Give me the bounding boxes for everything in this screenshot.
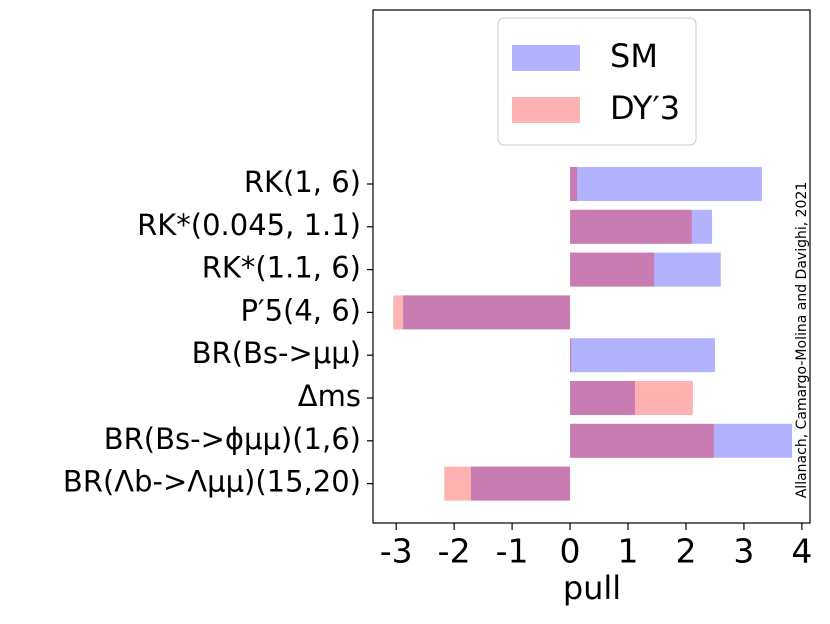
bar [570, 209, 692, 244]
watermark: Allanach, Camargo-Molina and Davighi, 20… [794, 182, 810, 499]
x-tick-label: 0 [560, 532, 581, 571]
bar [570, 167, 762, 201]
legend-label: DY′3 [610, 89, 680, 127]
x-tick-label: 1 [618, 532, 639, 571]
bar [570, 423, 714, 458]
legend-swatch [512, 97, 580, 123]
bar [570, 209, 713, 244]
bar [570, 252, 721, 287]
y-tick-label: BR(Bs->μμ) [192, 336, 361, 370]
y-tick-label: RK*(0.045, 1.1) [137, 208, 361, 242]
legend [497, 17, 697, 146]
x-tick-label: 2 [675, 532, 696, 571]
legend-swatch [512, 45, 580, 71]
y-tick-label: RK(1, 6) [244, 165, 361, 199]
bar [570, 252, 655, 287]
x-tick-label: -3 [380, 532, 413, 571]
bar [444, 466, 571, 501]
y-tick-label: RK*(1.1, 6) [202, 251, 361, 285]
plot-frame [372, 9, 811, 524]
bar [570, 338, 715, 373]
x-tick-label: 4 [791, 532, 812, 571]
y-tick-label: BR(Λb->Λμμ)(15,20) [63, 465, 361, 499]
y-tick-label: Δms [298, 379, 361, 413]
x-tick-label: -1 [496, 532, 529, 571]
bar [470, 466, 571, 501]
bar [403, 295, 571, 330]
x-tick-label: -2 [438, 532, 471, 571]
bar [570, 381, 693, 415]
x-tick-label: 3 [733, 532, 754, 571]
bars [393, 167, 793, 501]
y-tick-label: P′5(4, 6) [241, 293, 362, 327]
bar [570, 338, 572, 373]
legend-label: SM [610, 37, 658, 75]
bar [570, 167, 578, 201]
x-axis-label: pull [563, 569, 621, 607]
bar [393, 295, 571, 330]
bar [570, 381, 635, 415]
bar [570, 423, 793, 458]
y-tick-label: BR(Bs->ϕμμ)(1,6) [104, 422, 361, 456]
